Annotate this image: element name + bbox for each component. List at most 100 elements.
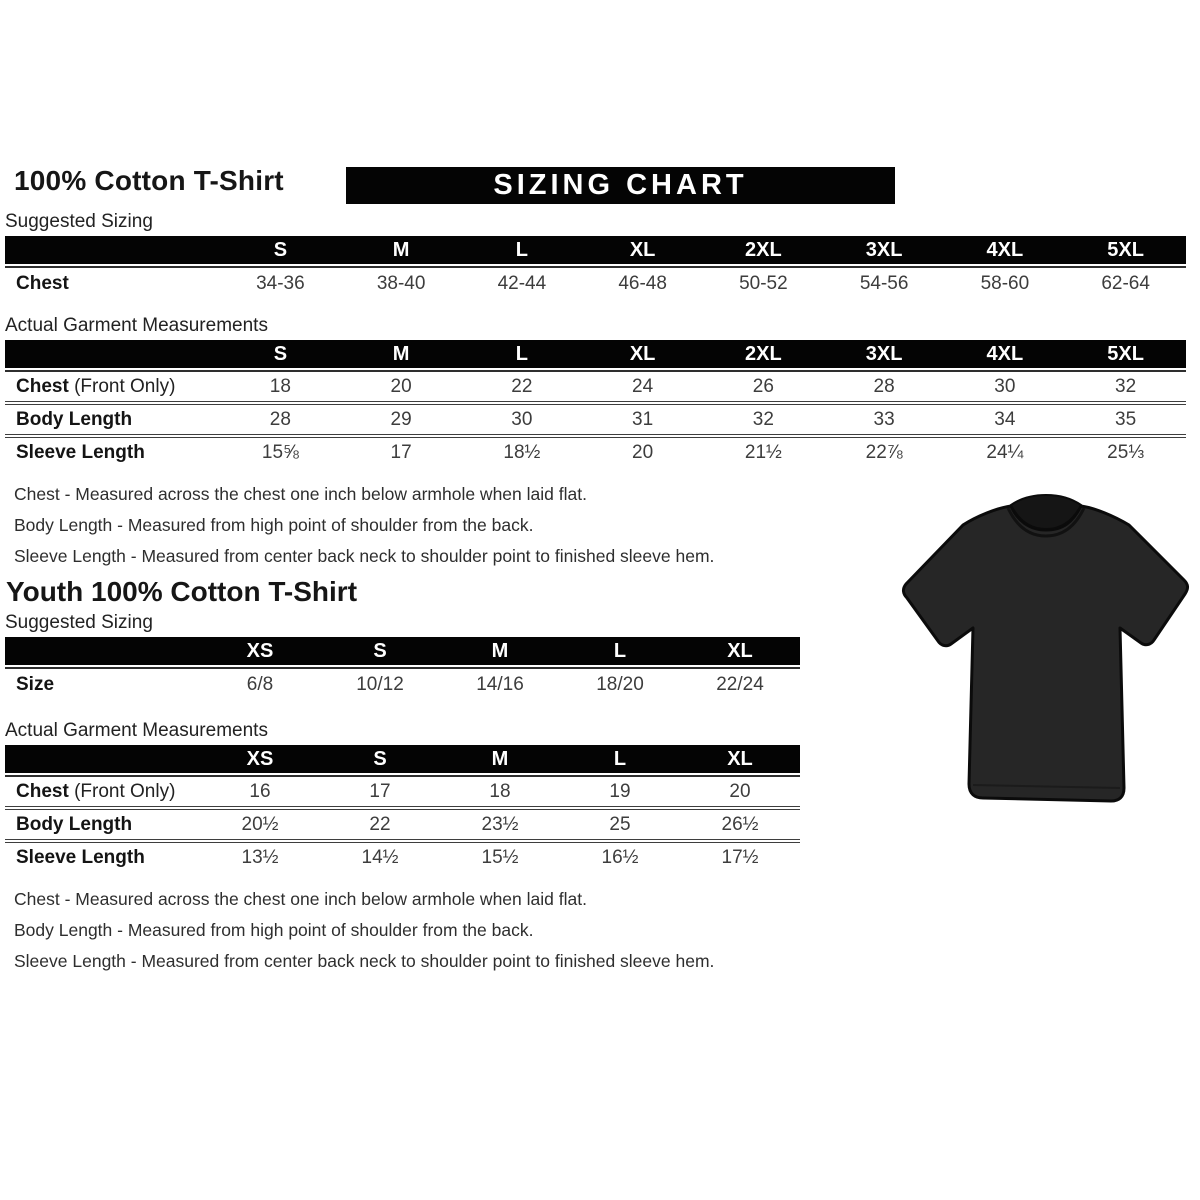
size-column-header: S [220, 340, 341, 370]
sizing-chart-content: 100% Cotton T-Shirt SIZING CHART Suggest… [0, 165, 1200, 977]
youth-measurement-notes: Chest - Measured across the chest one in… [14, 884, 1200, 977]
measurement-cell: 6/8 [200, 667, 320, 700]
size-column-header: 3XL [823, 340, 945, 370]
measurement-cell: 26 [703, 370, 824, 401]
size-column-header: L [560, 637, 680, 667]
measurement-cell: 20 [582, 434, 703, 467]
size-column-header: L [560, 745, 680, 775]
measurement-cell: 16½ [560, 839, 680, 872]
measurement-row: Body Length 28 29 30 31 32 33 34 35 [5, 401, 1186, 434]
measurement-cell: 18/20 [560, 667, 680, 700]
measurement-cell: 22/24 [680, 667, 800, 700]
size-column-header: 2XL [703, 236, 824, 266]
adult-suggested-sizing-label: Suggested Sizing [5, 211, 153, 232]
measurement-cell: 18½ [461, 434, 583, 467]
size-column-header: S [320, 745, 440, 775]
size-column-header: XS [200, 745, 320, 775]
measurement-cell: 58-60 [944, 266, 1066, 299]
measurement-cell: 21½ [703, 434, 824, 467]
youth-actual-measurements-label: Actual Garment Measurements [5, 720, 268, 741]
measurement-cell: 24¼ [944, 434, 1066, 467]
size-column-header: 4XL [944, 340, 1066, 370]
size-column-header: S [220, 236, 341, 266]
size-column-header: L [461, 236, 583, 266]
page-title: 100% Cotton T-Shirt [14, 165, 284, 196]
t-shirt-image [893, 488, 1198, 813]
measurement-cell: 15½ [440, 839, 560, 872]
measurement-cell: 23½ [440, 806, 560, 839]
measurement-cell: 30 [944, 370, 1066, 401]
measurement-cell: 34 [944, 401, 1066, 434]
measurement-cell: 15⅝ [220, 434, 341, 467]
measurement-cell: 22 [461, 370, 583, 401]
measurement-cell: 50-52 [703, 266, 824, 299]
measurement-cell: 18 [220, 370, 341, 401]
measurement-row: Chest (Front Only) 16 17 18 19 20 [5, 775, 800, 806]
row-label: Sleeve Length [5, 434, 220, 467]
note-line: Sleeve Length - Measured from center bac… [14, 546, 715, 566]
adult-suggested-sizing-table: S M L XL 2XL 3XL 4XL 5XL Chest 34-36 38-40 42-44 46-… [5, 236, 1186, 299]
measurement-cell: 33 [823, 401, 945, 434]
row-label: Chest [5, 266, 220, 299]
adult-measurement-notes: Chest - Measured across the chest one in… [14, 479, 1200, 572]
note-line: Body Length - Measured from high point o… [14, 920, 534, 940]
measurement-cell: 10/12 [320, 667, 440, 700]
adult-actual-measurements-label: Actual Garment Measurements [5, 315, 268, 336]
size-column-header: XL [680, 637, 800, 667]
row-label: Body Length [5, 806, 200, 839]
size-column-header: XS [200, 637, 320, 667]
measurement-cell: 13½ [200, 839, 320, 872]
page-header: 100% Cotton T-Shirt SIZING CHART [0, 165, 1200, 205]
measurement-row: Size 6/8 10/12 14/16 18/20 22/24 [5, 667, 800, 700]
size-column-header: M [340, 236, 462, 266]
row-label: Body Length [5, 401, 220, 434]
youth-actual-measurements-table: XS S M L XL Chest (Front Only) 16 17 18 19 20 Body … [5, 745, 800, 872]
measurement-cell: 35 [1065, 401, 1186, 434]
t-shirt-body [902, 504, 1189, 803]
measurement-cell: 32 [703, 401, 824, 434]
measurement-cell: 31 [582, 401, 703, 434]
youth-section-title: Youth 100% Cotton T-Shirt [6, 576, 358, 607]
size-column-header: S [320, 637, 440, 667]
t-shirt-hem-seam [972, 784, 1121, 789]
measurement-cell: 32 [1065, 370, 1186, 401]
measurement-cell: 38-40 [340, 266, 462, 299]
sizing-chart-banner-label: SIZING CHART [493, 169, 748, 201]
size-column-header: 4XL [944, 236, 1066, 266]
measurement-cell: 17 [340, 434, 462, 467]
measurement-cell: 17½ [680, 839, 800, 872]
measurement-cell: 22⅞ [823, 434, 945, 467]
sizing-chart-banner: SIZING CHART [346, 167, 895, 204]
row-label: Chest (Front Only) [5, 370, 220, 401]
header-corner-cell [5, 340, 220, 370]
size-column-header: 3XL [823, 236, 945, 266]
t-shirt-graphic [902, 493, 1189, 803]
row-label: Sleeve Length [5, 839, 200, 872]
measurement-cell: 54-56 [823, 266, 945, 299]
header-corner-cell [5, 236, 220, 266]
youth-suggested-sizing-label: Suggested Sizing [5, 612, 153, 633]
measurement-row: Sleeve Length 15⅝ 17 18½ 20 21½ 22⅞ 24¼ 25⅓ [5, 434, 1186, 467]
size-column-header: M [440, 745, 560, 775]
size-header-row: XS S M L XL [5, 745, 800, 775]
note-line: Chest - Measured across the chest one in… [14, 889, 587, 909]
measurement-cell: 24 [582, 370, 703, 401]
measurement-cell: 20 [680, 775, 800, 806]
measurement-cell: 28 [823, 370, 945, 401]
note-line: Sleeve Length - Measured from center bac… [14, 951, 715, 971]
size-column-header: 5XL [1065, 340, 1186, 370]
t-shirt-collar [1009, 493, 1083, 531]
size-column-header: XL [582, 340, 703, 370]
measurement-cell: 46-48 [582, 266, 703, 299]
measurement-row: Chest (Front Only) 18 20 22 24 26 28 30 32 [5, 370, 1186, 401]
measurement-cell: 20½ [200, 806, 320, 839]
size-column-header: XL [582, 236, 703, 266]
header-corner-cell [5, 745, 200, 775]
measurement-cell: 42-44 [461, 266, 583, 299]
measurement-cell: 62-64 [1065, 266, 1186, 299]
measurement-cell: 28 [220, 401, 341, 434]
note-line: Chest - Measured across the chest one in… [14, 484, 587, 504]
measurement-cell: 30 [461, 401, 583, 434]
size-header-row: XS S M L XL [5, 637, 800, 667]
